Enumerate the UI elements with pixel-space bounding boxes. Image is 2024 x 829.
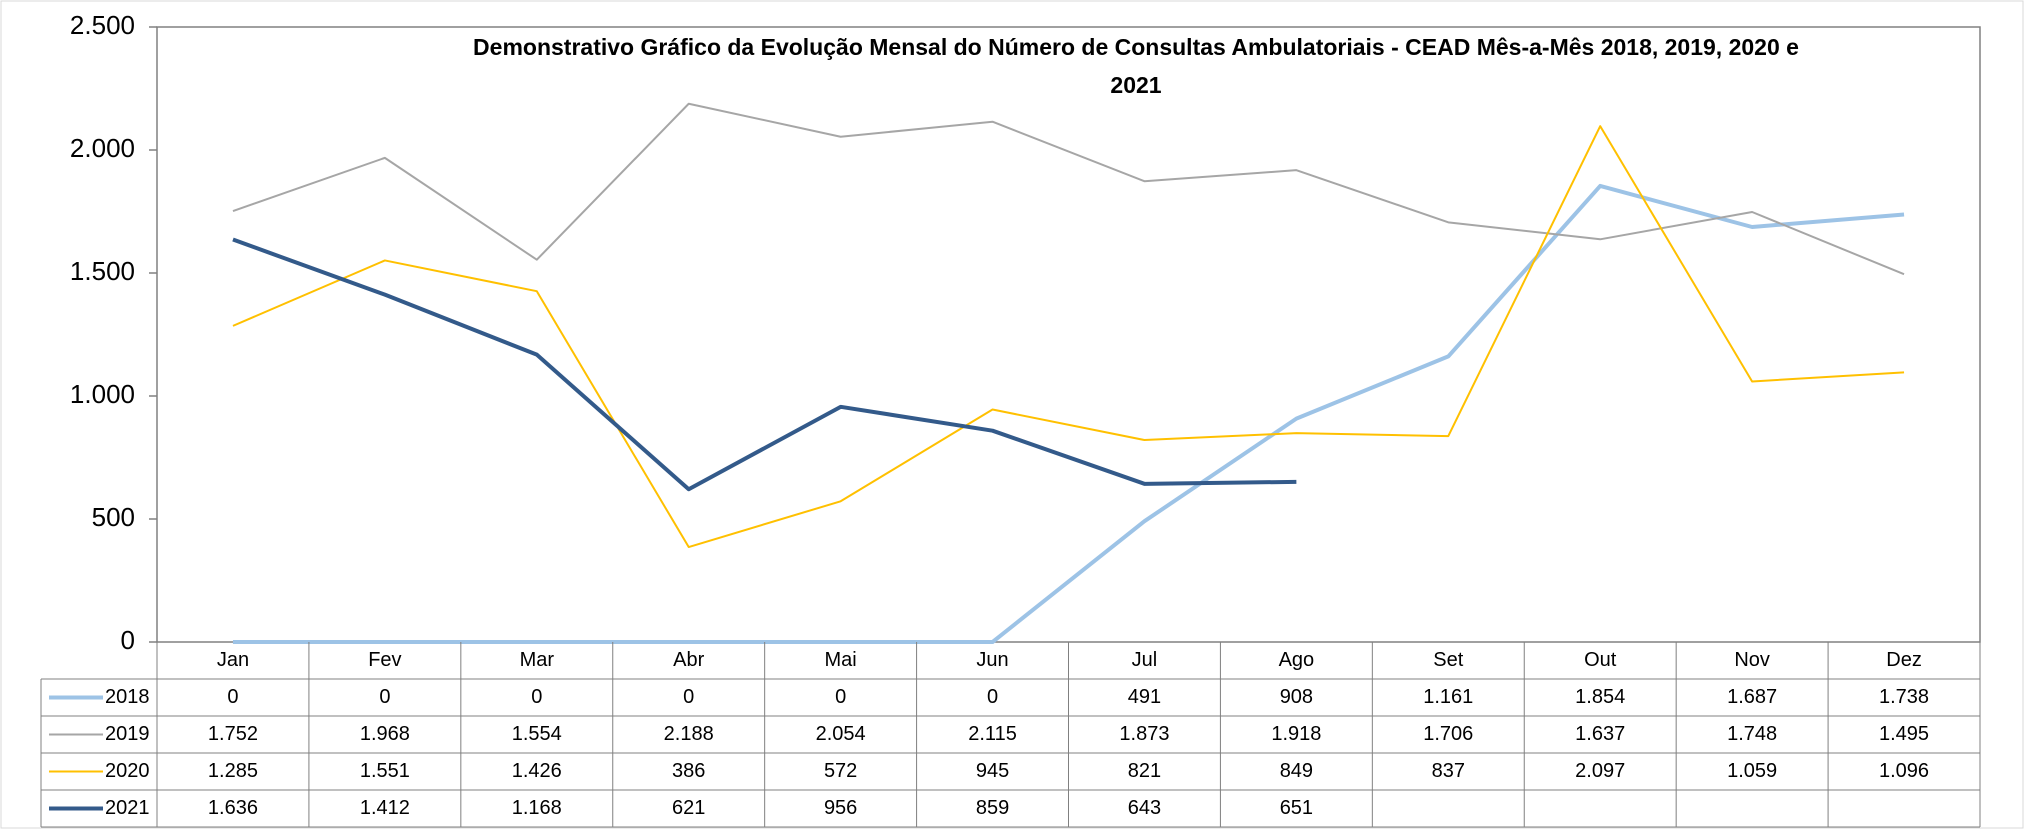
table-value: 1.706 — [1423, 723, 1473, 745]
table-value: 945 — [976, 760, 1009, 782]
table-value: 0 — [835, 686, 846, 708]
table-value: 2.115 — [968, 723, 1017, 745]
x-tick-label: Mai — [825, 649, 857, 671]
chart-title: Demonstrativo Gráfico da Evolução Mensal… — [473, 34, 1799, 98]
table-value: 1.738 — [1879, 686, 1929, 708]
table-value: 821 — [1128, 760, 1161, 782]
series-line — [232, 237, 1297, 492]
table-value: 1.412 — [360, 797, 410, 819]
y-tick-label: 1.500 — [70, 256, 135, 286]
table-value: 0 — [683, 686, 694, 708]
x-tick-label: Dez — [1886, 649, 1922, 671]
table-value: 1.495 — [1879, 723, 1929, 745]
x-tick-label: Ago — [1279, 649, 1315, 671]
table-value: 1.551 — [360, 760, 410, 782]
legend-label: 2019 — [105, 723, 150, 745]
series-line — [232, 183, 1905, 644]
x-tick-label: Set — [1433, 649, 1463, 671]
table-value: 1.873 — [1119, 723, 1169, 745]
y-tick-label: 2.000 — [70, 133, 135, 163]
legend-label: 2018 — [105, 686, 150, 708]
table-value: 837 — [1432, 760, 1465, 782]
table-value: 2.054 — [816, 723, 866, 745]
x-tick-label: Nov — [1734, 649, 1770, 671]
table-value: 956 — [824, 797, 857, 819]
table-value: 0 — [379, 686, 390, 708]
table-value: 1.426 — [512, 760, 562, 782]
table-value: 849 — [1280, 760, 1313, 782]
table-value: 1.285 — [208, 760, 258, 782]
legend-label: 2021 — [105, 797, 150, 819]
legend-label: 2020 — [105, 760, 150, 782]
table-value: 2.188 — [664, 723, 714, 745]
table-value: 859 — [976, 797, 1009, 819]
x-tick-label: Fev — [368, 649, 401, 671]
x-tick-label: Jan — [217, 649, 249, 671]
x-tick-label: Jul — [1132, 649, 1158, 671]
x-tick-label: Jun — [976, 649, 1008, 671]
y-tick-label: 2.500 — [70, 10, 135, 40]
table-value: 0 — [227, 686, 238, 708]
table-value: 1.748 — [1727, 723, 1777, 745]
y-tick-label: 0 — [121, 625, 135, 655]
table-value: 1.554 — [512, 723, 562, 745]
table-value: 908 — [1280, 686, 1313, 708]
table-value: 621 — [672, 797, 705, 819]
table-value: 1.752 — [208, 723, 258, 745]
table-value: 1.059 — [1727, 760, 1777, 782]
table-value: 1.161 — [1423, 686, 1473, 708]
table-value: 1.687 — [1727, 686, 1777, 708]
table-value: 1.096 — [1879, 760, 1929, 782]
table-value: 0 — [987, 686, 998, 708]
table-value: 651 — [1280, 797, 1313, 819]
table-value: 1.854 — [1575, 686, 1625, 708]
table-value: 1.968 — [360, 723, 410, 745]
table-value: 1.636 — [208, 797, 258, 819]
series-line — [232, 102, 1905, 276]
table-value: 0 — [531, 686, 542, 708]
y-tick-label: 500 — [92, 502, 135, 532]
table-value: 2.097 — [1575, 760, 1625, 782]
table-value: 1.637 — [1575, 723, 1625, 745]
table-value: 386 — [672, 760, 705, 782]
table-value: 1.918 — [1271, 723, 1321, 745]
table-value: 491 — [1128, 686, 1161, 708]
x-tick-label: Mar — [520, 649, 555, 671]
y-tick-label: 1.000 — [70, 379, 135, 409]
table-value: 572 — [824, 760, 857, 782]
x-tick-label: Out — [1584, 649, 1617, 671]
table-value: 643 — [1128, 797, 1161, 819]
x-tick-label: Abr — [673, 649, 704, 671]
table-value: 1.168 — [512, 797, 562, 819]
series-line — [232, 125, 1905, 549]
